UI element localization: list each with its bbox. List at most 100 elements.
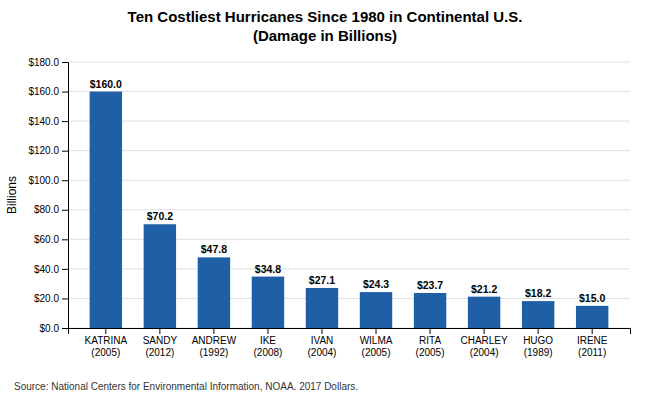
bar: [144, 224, 176, 328]
tick-label: $20.0: [34, 293, 59, 304]
tick-mark: [62, 210, 68, 211]
tick: $60.0: [34, 234, 68, 245]
grid-line: [68, 180, 630, 181]
grid-line: [68, 91, 630, 92]
tick-label: $40.0: [34, 264, 59, 275]
tick: $160.0: [28, 86, 68, 97]
tick-mark: [62, 180, 68, 181]
title: Ten Costliest Hurricanes Since 1980 in C…: [128, 8, 523, 25]
bar: [468, 297, 500, 328]
tick: ANDREW(1992): [192, 328, 237, 358]
axis-line: [62, 63, 69, 329]
tick-label-line: RITA: [419, 335, 441, 346]
tick-label-line: (2004): [308, 347, 337, 358]
tick-mark: [484, 328, 485, 334]
tick-mark: [62, 298, 68, 299]
data-label: $27.1: [309, 274, 335, 286]
data-label: $34.8: [255, 263, 281, 275]
tick-label: CHARLEY(2004): [460, 335, 508, 358]
tick: IKE(2008): [253, 328, 282, 358]
tick-label-line: (2005): [91, 347, 120, 358]
tick-mark: [62, 121, 68, 122]
y-axis-label: Billions: [5, 176, 19, 214]
bar: [252, 277, 284, 328]
grid-line: [68, 62, 630, 63]
tick: CHARLEY(2004): [460, 328, 508, 358]
tick-label: HUGO(1989): [523, 335, 553, 358]
bar: [522, 301, 554, 328]
tick-label: $0.0: [40, 323, 60, 334]
tick-label-line: SANDY: [143, 335, 178, 346]
tick: SANDY(2012): [143, 328, 178, 358]
tick-label-line: (2004): [470, 347, 499, 358]
tick-mark: [62, 151, 68, 152]
tick: IRENE(2011): [577, 328, 608, 358]
tick-mark: [62, 269, 68, 270]
grid-line: [68, 150, 630, 151]
tick-label-line: KATRINA: [85, 335, 128, 346]
data-label: $15.0: [579, 292, 605, 304]
tick-label-line: (2012): [145, 347, 174, 358]
bar: [306, 288, 338, 328]
data-label: $70.2: [147, 210, 173, 222]
tick-label-line: IVAN: [311, 335, 334, 346]
tick: $80.0: [34, 204, 68, 215]
tick: $40.0: [34, 264, 68, 275]
tick-label: $180.0: [28, 57, 59, 68]
data-label: $18.2: [525, 287, 551, 299]
tick-label-line: (1989): [524, 347, 553, 358]
tick-label-line: (2011): [578, 347, 606, 358]
tick-label: ANDREW(1992): [192, 335, 237, 358]
tick-label: WILMA(2005): [360, 335, 393, 358]
tick-label: RITA(2005): [416, 335, 445, 358]
tick-label-line: (2005): [362, 347, 391, 358]
tick: $20.0: [34, 293, 68, 304]
tick-label: KATRINA(2005): [85, 335, 128, 358]
tick-mark: [62, 62, 68, 63]
tick: KATRINA(2005): [85, 328, 128, 358]
tick: $180.0: [28, 57, 68, 68]
tick: RITA(2005): [416, 328, 445, 358]
tick-label: $100.0: [28, 175, 59, 186]
tick: $0.0: [40, 323, 68, 334]
bar: [576, 306, 608, 328]
tick-mark: [376, 328, 377, 334]
tick-mark: [105, 328, 106, 334]
tick-label: SANDY(2012): [143, 335, 178, 358]
tick-label: $60.0: [34, 234, 59, 245]
x-axis: KATRINA(2005)SANDY(2012)ANDREW(1992)IKE(…: [69, 328, 631, 358]
annotation: Source: National Centers for Environment…: [14, 381, 358, 392]
tick-mark: [538, 328, 539, 334]
tick-label-line: IKE: [260, 335, 276, 346]
tick: HUGO(1989): [523, 328, 553, 358]
grid: [68, 62, 630, 328]
bar: [90, 92, 122, 328]
tick-mark: [430, 328, 431, 334]
tick-label-line: (2005): [416, 347, 445, 358]
tick-mark: [592, 328, 593, 334]
bars: [90, 92, 609, 328]
bar: [360, 292, 392, 328]
tick-label-line: (1992): [199, 347, 228, 358]
tick-label: IRENE(2011): [577, 335, 608, 358]
tick-label-line: IRENE: [577, 335, 608, 346]
tick-label-line: ANDREW: [192, 335, 237, 346]
tick: $140.0: [28, 116, 68, 127]
tick-mark: [62, 239, 68, 240]
tick-mark: [213, 328, 214, 334]
tick-label-line: WILMA: [360, 335, 393, 346]
tick-mark: [62, 328, 68, 329]
tick-mark: [321, 328, 322, 334]
tick-label: IVAN(2004): [308, 335, 337, 358]
chart: Ten Costliest Hurricanes Since 1980 in C…: [0, 0, 650, 400]
data-labels: $160.0$70.2$47.8$34.8$27.1$24.3$23.7$21.…: [90, 78, 606, 304]
tick-mark: [62, 92, 68, 93]
bar: [414, 293, 446, 328]
tick-label-line: HUGO: [523, 335, 553, 346]
tick-mark: [267, 328, 268, 334]
tick-mark: [159, 328, 160, 334]
data-label: $47.8: [201, 243, 227, 255]
tick-label: IKE(2008): [253, 335, 282, 358]
tick-label-line: CHARLEY: [460, 335, 508, 346]
data-label: $160.0: [90, 78, 122, 90]
